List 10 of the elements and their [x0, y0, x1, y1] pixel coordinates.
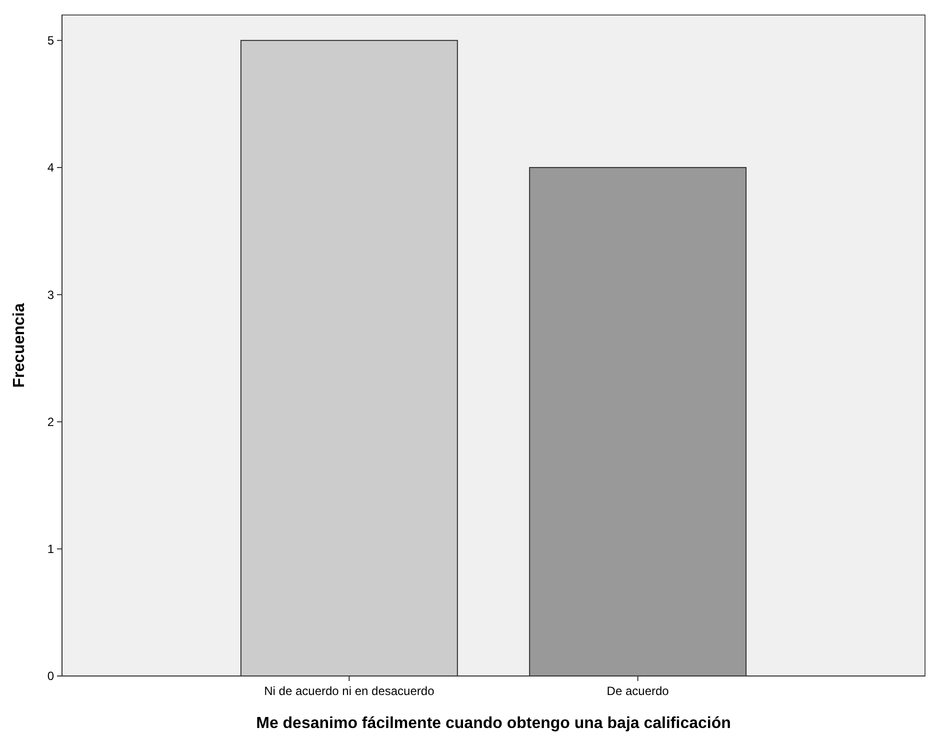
- y-tick-label: 1: [47, 542, 54, 556]
- y-tick-label: 2: [47, 414, 54, 429]
- x-tick-label: Ni de acuerdo ni en desacuerdo: [264, 684, 435, 698]
- y-tick-label: 3: [47, 288, 54, 302]
- y-axis-title: Frecuencia: [11, 303, 28, 388]
- x-axis-title: Me desanimo fácilmente cuando obtengo una baja calificación: [256, 715, 731, 732]
- y-tick-label: 5: [47, 34, 54, 48]
- y-tick-label: 0: [47, 669, 54, 684]
- y-tick-label: 4: [47, 160, 54, 175]
- x-tick-label: De acuerdo: [606, 684, 670, 698]
